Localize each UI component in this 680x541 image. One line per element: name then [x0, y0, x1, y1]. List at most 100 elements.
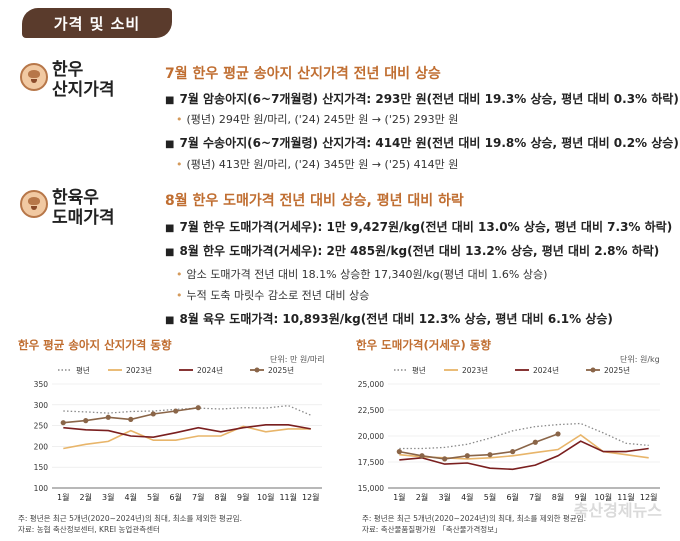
x-tick-label: 10월: [257, 492, 275, 502]
x-tick-label: 2월: [80, 492, 92, 502]
category-label-wholesale: 한육우 도매가격: [52, 188, 115, 228]
bullet-beef-cattle: 8월 육우 도매가격: 10,893원/kg(전년 대비 12.3% 상승, 평…: [165, 310, 612, 327]
legend-label: 2025년: [604, 365, 630, 375]
chart-title-calf: 한우 평균 송아지 산지가격 동향: [18, 338, 172, 352]
x-tick-label: 1월: [393, 492, 405, 502]
category-label-calf-price: 한우 산지가격: [52, 60, 115, 100]
x-tick-label: 9월: [237, 492, 249, 502]
series-line: [63, 404, 312, 416]
legend-item: 2025년: [586, 365, 630, 375]
y-tick-label: 350: [34, 380, 49, 389]
y-tick-label: 300: [34, 401, 49, 410]
source-line: 자료: 농협 축산정보센터, KREI 농업관측센터: [18, 525, 160, 534]
x-tick-label: 7월: [192, 492, 204, 502]
category-label-line2: 산지가격: [52, 80, 115, 100]
data-point: [487, 452, 493, 458]
y-tick-label: 15,000: [358, 484, 384, 493]
legend-marker: [254, 367, 260, 373]
legend-label: 평년: [412, 365, 426, 375]
headline-calf-price: 7월 한우 평균 송아지 산지가격 전년 대비 상승: [165, 66, 441, 82]
series-line: [63, 425, 311, 450]
cow-face-icon: [20, 63, 48, 91]
x-tick-label: 12월: [640, 492, 658, 502]
legend-item: 2023년: [108, 365, 152, 375]
headline-wholesale: 8월 한우 도매가격 전년 대비 상승, 평년 대비 하락: [165, 193, 464, 209]
cow-face-icon: [20, 190, 48, 218]
legend-label: 2024년: [197, 365, 223, 375]
category-label-line1: 한우: [52, 60, 84, 80]
data-point: [442, 456, 448, 462]
chart-unit-calf: 단위: 만 원/마리: [270, 355, 325, 364]
x-tick-label: 12월: [302, 492, 320, 502]
chart-note-calf: 주: 평년은 최근 5개년(2020~2024년)의 최대, 최소를 제외한 평…: [18, 513, 242, 535]
legend-label: 2025년: [268, 365, 294, 375]
legend-label: 2023년: [126, 365, 152, 375]
y-tick-label: 200: [34, 442, 49, 451]
x-tick-label: 11월: [617, 492, 635, 502]
x-tick-label: 6월: [170, 492, 182, 502]
x-tick-label: 2월: [416, 492, 428, 502]
y-tick-label: 25,000: [358, 380, 384, 389]
y-tick-label: 20,000: [358, 432, 384, 441]
series-line: [399, 433, 559, 460]
x-tick-label: 4월: [461, 492, 473, 502]
sub-cow-wholesale: 암소 도매가격 전년 대비 18.1% 상승한 17,340원/kg(평년 대비…: [176, 266, 548, 282]
legend-marker: [590, 367, 596, 373]
legend-item: 2024년: [515, 365, 559, 375]
chart-unit-wholesale: 단위: 원/kg: [620, 355, 660, 364]
legend-item: 2024년: [179, 365, 223, 375]
legend-item: 2025년: [250, 365, 294, 375]
data-point: [464, 453, 470, 459]
y-tick-label: 22,500: [358, 406, 384, 415]
data-point: [105, 414, 111, 420]
x-tick-label: 4월: [125, 492, 137, 502]
data-point: [128, 416, 134, 422]
x-tick-label: 6월: [506, 492, 518, 502]
data-point: [419, 453, 425, 459]
x-tick-label: 1월: [57, 492, 69, 502]
chart-calf-price: 평년 2023년 2024년 2025년 100 150 200 250 300 350 1월 2월 3…: [34, 365, 322, 502]
y-tick-label: 150: [34, 463, 49, 472]
y-tick-label: 100: [34, 484, 49, 493]
legend-item: 평년: [58, 365, 90, 375]
note-line: 주: 평년은 최근 5개년(2020~2024년)의 최대, 최소를 제외한 평…: [18, 514, 242, 523]
x-tick-label: 8월: [552, 492, 564, 502]
data-point: [555, 431, 561, 437]
x-tick-label: 9월: [574, 492, 586, 502]
chart-note-wholesale: 주: 평년은 최근 5개년(2020~2024년)의 최대, 최소를 제외한 평…: [362, 513, 586, 535]
legend-label: 2023년: [462, 365, 488, 375]
legend-label: 평년: [76, 365, 90, 375]
sub-female-calf: (평년) 294만 원/마리, ('24) 245만 원 → ('25) 293…: [176, 111, 459, 127]
x-tick-label: 10월: [595, 492, 613, 502]
data-point: [396, 449, 402, 455]
legend-item: 2023년: [444, 365, 488, 375]
x-tick-label: 5월: [147, 492, 159, 502]
bullet-female-calf: 7월 암송아지(6~7개월령) 산지가격: 293만 원(전년 대비 19.3%…: [165, 90, 678, 107]
chart-wholesale-price: 평년 2023년 2024년 2025년 15,000 17,500 20,000 22,50…: [358, 365, 660, 502]
series-line: [399, 440, 649, 471]
x-tick-label: 8월: [215, 492, 227, 502]
y-tick-label: 250: [34, 422, 49, 431]
sub-male-calf: (평년) 413만 원/마리, ('24) 345만 원 → ('25) 414…: [176, 156, 459, 172]
chart-title-wholesale: 한우 도매가격(거세우) 동향: [356, 338, 491, 352]
category-label-line1: 한육우: [52, 188, 99, 208]
y-tick-label: 17,500: [358, 458, 384, 467]
series-line: [63, 424, 311, 439]
bullet-august-wholesale: 8월 한우 도매가격(거세우): 2만 485원/kg(전년 대비 13.2% …: [165, 242, 659, 259]
note-line: 주: 평년은 최근 5개년(2020~2024년)의 최대, 최소를 제외한 평…: [362, 514, 586, 523]
section-title: 가격 및 소비: [22, 8, 172, 38]
x-tick-label: 5월: [484, 492, 496, 502]
bullet-male-calf: 7월 수송아지(6~7개월령) 산지가격: 414만 원(전년 대비 19.8%…: [165, 134, 678, 151]
data-point: [150, 411, 156, 417]
data-point: [195, 405, 201, 411]
series-line: [399, 422, 649, 450]
data-point: [532, 439, 538, 445]
legend-label: 2024년: [533, 365, 559, 375]
x-tick-label: 11월: [279, 492, 297, 502]
data-point: [60, 420, 66, 426]
x-tick-label: 7월: [529, 492, 541, 502]
x-tick-label: 3월: [438, 492, 450, 502]
watermark: 축산경제뉴스: [573, 501, 662, 520]
bullet-july-wholesale: 7월 한우 도매가격(거세우): 1만 9,427원/kg(전년 대비 13.0…: [165, 218, 672, 235]
data-point: [173, 408, 179, 414]
